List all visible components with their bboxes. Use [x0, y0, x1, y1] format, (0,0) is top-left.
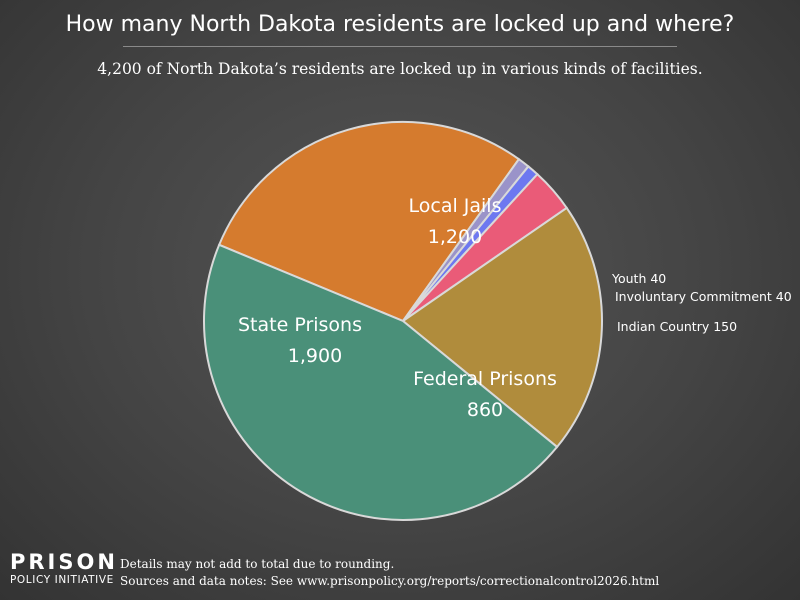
pie-slice-state-prisons: [203, 243, 559, 521]
logo-line-2: POLICY INITIATIVE: [10, 574, 114, 586]
footer-notes: Details may not add to total due to roun…: [120, 556, 659, 590]
slice-value-federal-prisons: 860: [467, 399, 503, 421]
sources-note: Sources and data notes: See www.prisonpo…: [120, 574, 660, 588]
pie-slice-local-jails: [217, 121, 521, 323]
chart-subtitle: 4,200 of North Dakota’s residents are lo…: [97, 60, 703, 78]
prison-policy-initiative-logo: PRISON POLICY INITIATIVE: [10, 551, 118, 587]
slice-label-youth: Youth 40: [611, 271, 666, 286]
slice-label-local-jails: Local Jails: [409, 195, 502, 217]
slice-label-federal-prisons: Federal Prisons: [413, 368, 557, 390]
slice-label-involuntary-commitment: Involuntary Commitment 40: [615, 289, 792, 304]
rounding-note: Details may not add to total due to roun…: [120, 557, 395, 571]
slice-value-local-jails: 1,200: [428, 226, 482, 248]
chart-title: How many North Dakota residents are lock…: [65, 12, 735, 37]
title-divider: [123, 46, 677, 47]
logo-line-1: PRISON: [10, 550, 118, 574]
slice-value-state-prisons: 1,900: [288, 345, 342, 367]
slice-label-state-prisons: State Prisons: [238, 314, 362, 336]
pie-slice-federal-prisons: [401, 206, 603, 449]
slice-label-indian-country: Indian Country 150: [617, 319, 737, 334]
